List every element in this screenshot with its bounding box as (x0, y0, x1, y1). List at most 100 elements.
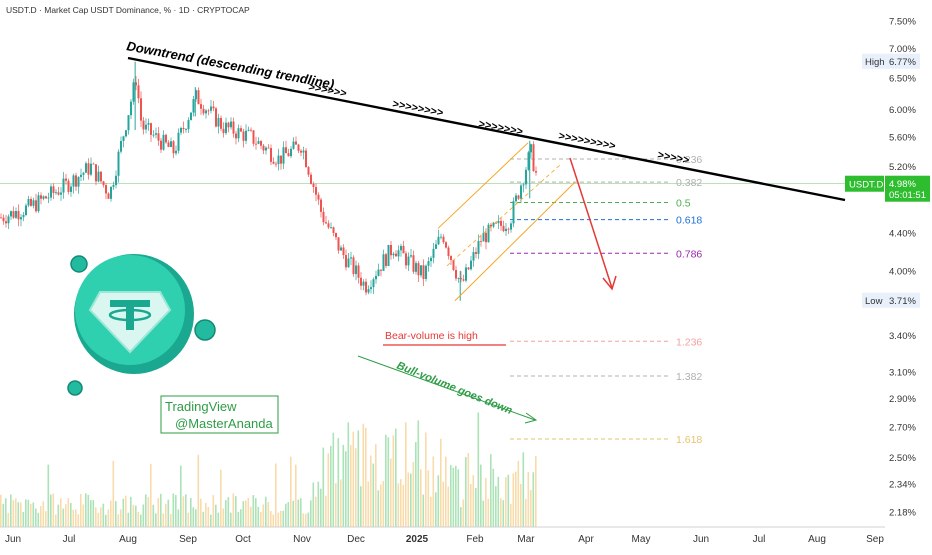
y-tick-label: 2.18% (889, 508, 916, 519)
volume-bar (285, 503, 287, 527)
volume-bar (125, 495, 127, 527)
volume-bar (127, 512, 130, 527)
volume-bar (310, 500, 312, 527)
volume-bar (225, 500, 227, 527)
volume-bar (325, 495, 327, 527)
price-badge-timer: 05:01:51 (889, 190, 926, 201)
x-tick-label: Aug (808, 534, 826, 545)
candle-body (472, 252, 475, 261)
volume-bar (32, 502, 35, 527)
candle-body (392, 253, 395, 256)
x-tick-label: Jul (63, 534, 76, 545)
volume-bar (172, 493, 175, 527)
candle-body (67, 180, 70, 192)
volume-bar (205, 502, 207, 527)
candle-body (202, 108, 205, 114)
symbol-badge-text: USDT.D (849, 180, 883, 191)
candle-body (522, 184, 525, 186)
volume-bar (530, 489, 532, 527)
fib-label: 1.236 (676, 336, 702, 348)
candle-body (370, 287, 372, 290)
candle-body (500, 220, 502, 226)
volume-bar (427, 470, 430, 527)
candle-body (317, 194, 320, 200)
high-tag (862, 53, 886, 69)
y-tick-label: 2.34% (889, 479, 916, 490)
candle-body (195, 90, 197, 100)
candle-body (247, 129, 250, 131)
candle-body (355, 265, 357, 275)
candle-body (82, 172, 85, 175)
volume-bar (377, 490, 380, 527)
candle-body (350, 257, 352, 259)
candle-body (445, 242, 447, 248)
candle-body (510, 223, 512, 230)
volume-bar (185, 494, 187, 527)
tether-mini-coin (67, 380, 83, 396)
volume-bar (100, 507, 102, 527)
candle-body (55, 192, 57, 194)
volume-bar (515, 471, 517, 527)
volume-bar (232, 493, 235, 527)
volume-bar (462, 499, 465, 527)
annotations-layer: Downtrend (descending trendline)>>>>>>>>… (67, 38, 846, 434)
volume-bar (525, 499, 527, 527)
volume-bar (237, 511, 240, 527)
volume-bar (110, 500, 112, 527)
candle-body (492, 222, 495, 227)
candle-body (100, 171, 102, 182)
volume-bar (370, 455, 372, 527)
volume-bar (87, 494, 90, 527)
candle-body (487, 224, 490, 243)
candle-body (117, 151, 120, 176)
candle-body (230, 121, 232, 128)
volume-bar (292, 500, 295, 527)
candle-body (60, 192, 62, 195)
candle-body (180, 127, 182, 133)
volume-bar (487, 498, 490, 527)
candle-body (320, 199, 322, 212)
volume-bar (382, 480, 385, 527)
candle-body (70, 186, 72, 192)
candle-body (407, 256, 410, 266)
candle-body (45, 196, 47, 199)
candle-body (387, 244, 390, 266)
volume-bar (420, 469, 422, 527)
candle-body (302, 150, 305, 153)
volume-bar (387, 437, 390, 527)
candle-body (227, 122, 230, 128)
candle-body (72, 175, 75, 187)
candle-body (460, 278, 462, 280)
candle-body (390, 244, 392, 256)
volume-bar (357, 430, 360, 527)
volume-bar (235, 496, 237, 527)
candle-body (87, 163, 90, 175)
candle-body (447, 247, 450, 257)
tether-t-ring (108, 308, 152, 322)
volume-bar (315, 496, 317, 527)
volume-bar (72, 509, 75, 527)
candle-body (455, 269, 457, 279)
candle-body (415, 263, 417, 272)
candle-body (262, 145, 265, 151)
candle-body (532, 144, 535, 172)
candle-body (482, 232, 485, 242)
candle-body (385, 254, 387, 266)
candle-body (200, 104, 202, 109)
volume-bar (245, 500, 247, 527)
candle-body (520, 185, 522, 199)
candle-body (167, 142, 170, 147)
volume-bar (160, 493, 162, 527)
volume-bar (212, 495, 215, 527)
volume-bar (472, 475, 475, 527)
volume-bar (492, 468, 495, 527)
volume-bar (195, 509, 197, 527)
channel-upper (437, 142, 529, 229)
volume-bar (372, 463, 375, 527)
volume-bar (265, 496, 267, 527)
volume-bar (505, 477, 507, 527)
volume-bar (262, 504, 265, 527)
chevrons-label: >>>>>>> (477, 118, 523, 138)
y-tick-label: 2.70% (889, 422, 916, 433)
